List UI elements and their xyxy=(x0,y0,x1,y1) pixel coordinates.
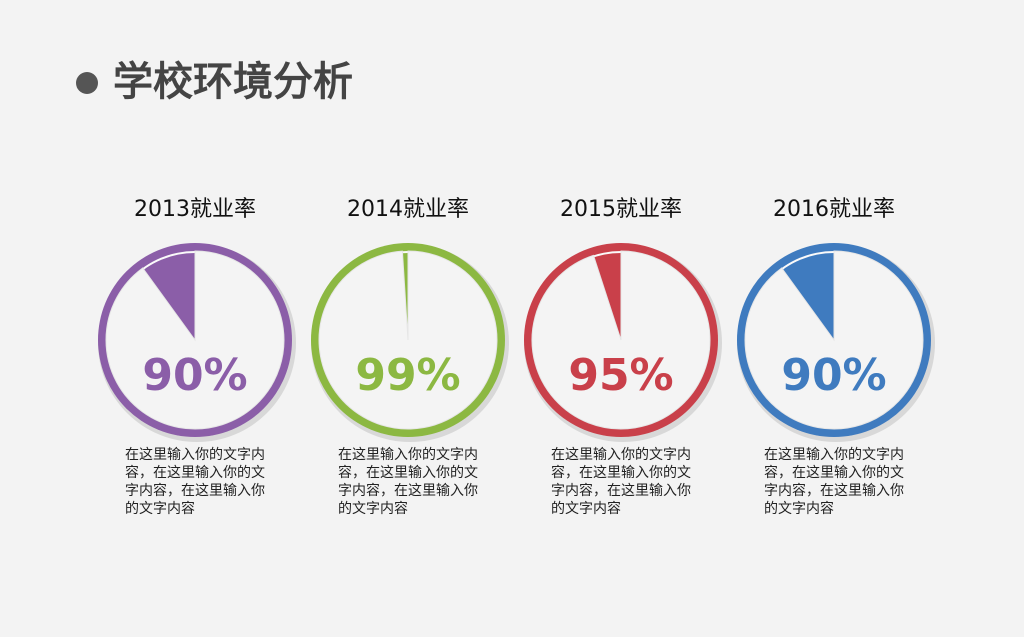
page-title: 学校环境分析 xyxy=(113,59,353,105)
pie-slice xyxy=(318,250,498,430)
value-label: 90% xyxy=(781,350,886,401)
caption: 在这里输入你的文字内容，在这里输入你的文字内容，在这里输入你的文字内容 xyxy=(764,447,904,517)
caption: 在这里输入你的文字内容，在这里输入你的文字内容，在这里输入你的文字内容 xyxy=(338,447,478,517)
value-label: 90% xyxy=(142,350,247,401)
chart-title: 2015就业率 xyxy=(560,197,682,222)
caption: 在这里输入你的文字内容，在这里输入你的文字内容，在这里输入你的文字内容 xyxy=(125,447,265,517)
caption: 在这里输入你的文字内容，在这里输入你的文字内容，在这里输入你的文字内容 xyxy=(551,447,691,517)
chart-title: 2016就业率 xyxy=(773,197,895,222)
chart-title: 2014就业率 xyxy=(347,197,469,222)
value-label: 95% xyxy=(568,350,673,401)
pie-slice xyxy=(105,250,285,430)
bullet xyxy=(76,72,98,94)
pie-slice xyxy=(531,250,711,430)
value-label: 99% xyxy=(355,350,460,401)
chart-title: 2013就业率 xyxy=(134,197,256,222)
pie-slice xyxy=(744,250,924,430)
